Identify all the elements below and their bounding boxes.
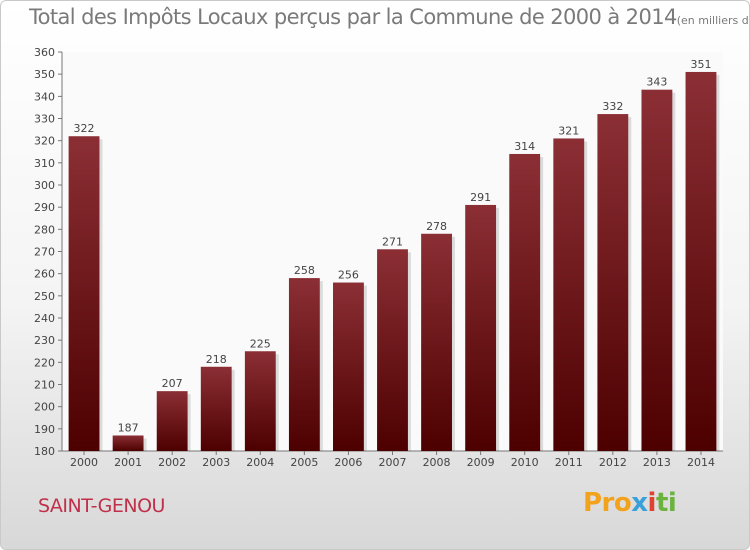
bar — [641, 89, 673, 451]
bar — [421, 233, 452, 451]
x-tick-label: 2008 — [423, 456, 451, 469]
y-tick-label: 350 — [34, 68, 55, 81]
x-tick-label: 2000 — [70, 456, 98, 469]
logo-part: ti — [655, 488, 677, 518]
data-label: 291 — [470, 191, 491, 204]
y-tick-label: 310 — [34, 157, 55, 170]
data-label: 207 — [162, 377, 183, 390]
bar — [597, 114, 629, 452]
data-label: 225 — [250, 337, 271, 350]
chart-title-text: Total des Impôts Locaux perçus par la Co… — [29, 5, 677, 29]
x-tick-label: 2003 — [202, 456, 230, 469]
x-tick-label: 2014 — [687, 456, 715, 469]
proxiti-logo[interactable]: Proxiti — [583, 488, 677, 518]
y-tick-label: 340 — [34, 90, 55, 103]
data-label: 271 — [382, 235, 403, 248]
bar — [333, 282, 364, 451]
y-tick-label: 360 — [34, 46, 55, 59]
x-tick-label: 2002 — [158, 456, 186, 469]
y-tick-label: 330 — [34, 113, 55, 126]
y-tick-label: 220 — [34, 356, 55, 369]
y-tick-label: 300 — [34, 179, 55, 192]
x-tick-label: 2013 — [643, 456, 671, 469]
y-tick-label: 270 — [34, 246, 55, 259]
x-tick-label: 2011 — [555, 456, 583, 469]
y-tick-label: 210 — [34, 379, 55, 392]
bar — [685, 71, 717, 451]
bar — [112, 435, 144, 451]
y-tick-label: 180 — [34, 445, 55, 458]
x-tick-label: 2006 — [334, 456, 362, 469]
y-tick-label: 200 — [34, 401, 55, 414]
x-tick-label: 2012 — [599, 456, 627, 469]
data-label: 351 — [690, 58, 711, 71]
bar — [377, 249, 408, 451]
data-label: 256 — [338, 269, 359, 282]
x-tick-label: 2009 — [467, 456, 495, 469]
bar — [156, 391, 188, 451]
data-label: 332 — [602, 100, 623, 113]
x-tick-label: 2004 — [246, 456, 274, 469]
bar — [553, 138, 585, 451]
y-tick-label: 320 — [34, 135, 55, 148]
y-tick-label: 290 — [34, 201, 55, 214]
logo-part: Pro — [583, 488, 632, 518]
data-label: 321 — [558, 124, 579, 137]
logo-part: i — [647, 488, 657, 518]
y-tick-label: 250 — [34, 290, 55, 303]
bar — [288, 278, 320, 451]
x-tick-label: 2005 — [290, 456, 318, 469]
x-tick-label: 2001 — [114, 456, 142, 469]
y-tick-label: 230 — [34, 334, 55, 347]
y-tick-label: 240 — [34, 312, 55, 325]
chart-title: Total des Impôts Locaux perçus par la Co… — [29, 5, 749, 29]
bar — [465, 204, 497, 451]
logo-part: x — [631, 488, 648, 518]
bar — [68, 136, 100, 451]
x-tick-label: 2007 — [379, 456, 407, 469]
data-label: 258 — [294, 264, 315, 277]
data-label: 314 — [514, 140, 535, 153]
data-label: 187 — [118, 421, 139, 434]
data-label: 218 — [206, 353, 227, 366]
bar — [244, 351, 276, 451]
data-label: 343 — [646, 76, 667, 89]
x-tick-label: 2010 — [511, 456, 539, 469]
bar — [200, 366, 232, 451]
data-label: 278 — [426, 220, 447, 233]
y-tick-label: 260 — [34, 268, 55, 281]
y-tick-label: 190 — [34, 423, 55, 436]
chart-unit: (en milliers d'€) — [676, 14, 749, 27]
bar — [509, 153, 541, 451]
data-label: 322 — [74, 122, 95, 135]
y-tick-label: 280 — [34, 223, 55, 236]
commune-name: SAINT-GENOU — [38, 495, 165, 517]
